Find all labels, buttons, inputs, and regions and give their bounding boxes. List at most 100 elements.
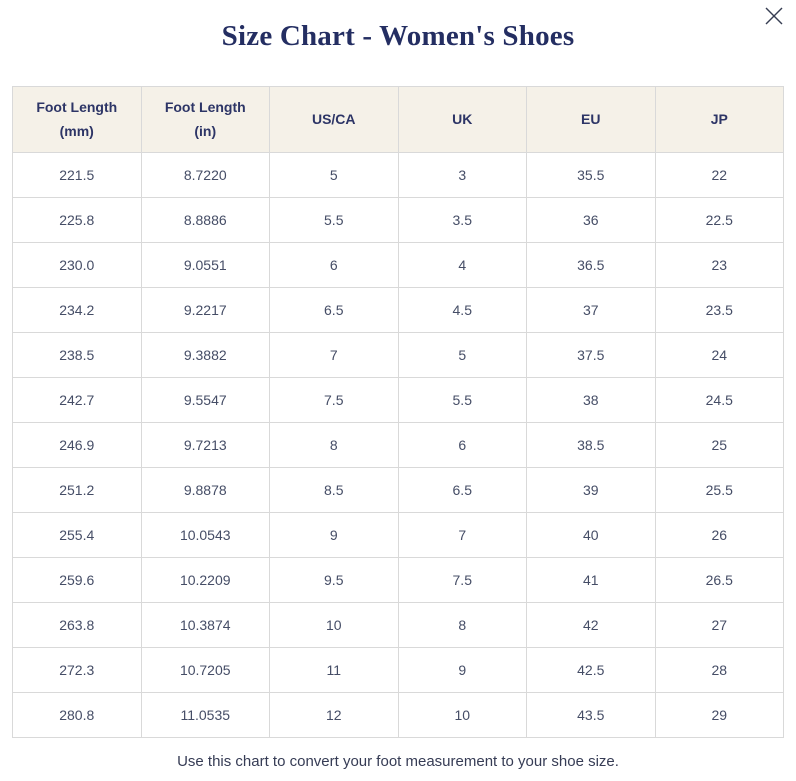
- cell-foot-length-in: 10.7205: [140, 647, 270, 693]
- cell-uk: 7.5: [397, 557, 527, 603]
- cell-foot-length-in: 9.7213: [140, 422, 270, 468]
- table-row: 221.5 8.7220 5 3 35.5 22: [12, 152, 784, 198]
- cell-foot-length-in: 9.0551: [140, 242, 270, 288]
- cell-uk: 8: [397, 602, 527, 648]
- table-row: 255.4 10.0543 9 7 40 26: [12, 512, 784, 558]
- table-row: 272.3 10.7205 11 9 42.5 28: [12, 647, 784, 693]
- cell-foot-length-mm: 238.5: [12, 332, 142, 378]
- cell-uk: 6.5: [397, 467, 527, 513]
- column-header-foot-length-mm: Foot Length (mm): [12, 86, 142, 153]
- cell-us-ca: 6.5: [269, 287, 399, 333]
- cell-uk: 6: [397, 422, 527, 468]
- close-icon: [762, 4, 786, 28]
- cell-jp: 26.5: [654, 557, 784, 603]
- table-row: 259.6 10.2209 9.5 7.5 41 26.5: [12, 557, 784, 603]
- cell-foot-length-mm: 272.3: [12, 647, 142, 693]
- cell-uk: 4.5: [397, 287, 527, 333]
- cell-foot-length-in: 9.2217: [140, 287, 270, 333]
- cell-eu: 38.5: [526, 422, 656, 468]
- cell-us-ca: 5: [269, 152, 399, 198]
- cell-jp: 24.5: [654, 377, 784, 423]
- close-button[interactable]: [760, 2, 788, 30]
- cell-jp: 22: [654, 152, 784, 198]
- size-chart-table: Foot Length (mm) Foot Length (in) US/CA …: [12, 86, 784, 738]
- page-title: Size Chart - Women's Shoes: [221, 20, 575, 52]
- cell-foot-length-mm: 280.8: [12, 692, 142, 738]
- column-header-us-ca: US/CA: [269, 86, 399, 153]
- cell-foot-length-mm: 251.2: [12, 467, 142, 513]
- cell-us-ca: 8.5: [269, 467, 399, 513]
- cell-us-ca: 7.5: [269, 377, 399, 423]
- cell-uk: 10: [397, 692, 527, 738]
- column-header-jp: JP: [654, 86, 784, 153]
- cell-jp: 24: [654, 332, 784, 378]
- cell-jp: 23.5: [654, 287, 784, 333]
- cell-eu: 37: [526, 287, 656, 333]
- column-header-uk: UK: [397, 86, 527, 153]
- cell-eu: 43.5: [526, 692, 656, 738]
- table-row: 280.8 11.0535 12 10 43.5 29: [12, 692, 784, 738]
- cell-uk: 4: [397, 242, 527, 288]
- cell-foot-length-mm: 225.8: [12, 197, 142, 243]
- cell-foot-length-in: 9.8878: [140, 467, 270, 513]
- table-row: 251.2 9.8878 8.5 6.5 39 25.5: [12, 467, 784, 513]
- cell-eu: 36: [526, 197, 656, 243]
- cell-foot-length-mm: 230.0: [12, 242, 142, 288]
- cell-eu: 35.5: [526, 152, 656, 198]
- cell-jp: 25.5: [654, 467, 784, 513]
- table-row: 234.2 9.2217 6.5 4.5 37 23.5: [12, 287, 784, 333]
- table-row: 230.0 9.0551 6 4 36.5 23: [12, 242, 784, 288]
- table-body: 221.5 8.7220 5 3 35.5 22 225.8 8.8886 5.…: [12, 152, 784, 738]
- cell-foot-length-in: 10.3874: [140, 602, 270, 648]
- cell-jp: 26: [654, 512, 784, 558]
- table-row: 242.7 9.5547 7.5 5.5 38 24.5: [12, 377, 784, 423]
- cell-eu: 42: [526, 602, 656, 648]
- cell-foot-length-mm: 246.9: [12, 422, 142, 468]
- cell-foot-length-mm: 255.4: [12, 512, 142, 558]
- cell-foot-length-in: 10.2209: [140, 557, 270, 603]
- column-header-eu: EU: [526, 86, 656, 153]
- cell-foot-length-in: 8.8886: [140, 197, 270, 243]
- cell-jp: 29: [654, 692, 784, 738]
- cell-us-ca: 7: [269, 332, 399, 378]
- table-row: 225.8 8.8886 5.5 3.5 36 22.5: [12, 197, 784, 243]
- footer-note: Use this chart to convert your foot meas…: [177, 753, 619, 770]
- cell-foot-length-in: 8.7220: [140, 152, 270, 198]
- cell-foot-length-mm: 242.7: [12, 377, 142, 423]
- cell-foot-length-mm: 234.2: [12, 287, 142, 333]
- cell-foot-length-mm: 263.8: [12, 602, 142, 648]
- cell-us-ca: 12: [269, 692, 399, 738]
- cell-foot-length-mm: 221.5: [12, 152, 142, 198]
- cell-us-ca: 8: [269, 422, 399, 468]
- cell-foot-length-in: 9.3882: [140, 332, 270, 378]
- table-row: 246.9 9.7213 8 6 38.5 25: [12, 422, 784, 468]
- cell-us-ca: 10: [269, 602, 399, 648]
- cell-eu: 41: [526, 557, 656, 603]
- cell-eu: 36.5: [526, 242, 656, 288]
- cell-jp: 23: [654, 242, 784, 288]
- cell-uk: 3: [397, 152, 527, 198]
- table-header-row: Foot Length (mm) Foot Length (in) US/CA …: [12, 86, 784, 153]
- table-row: 238.5 9.3882 7 5 37.5 24: [12, 332, 784, 378]
- cell-eu: 42.5: [526, 647, 656, 693]
- cell-eu: 38: [526, 377, 656, 423]
- cell-us-ca: 11: [269, 647, 399, 693]
- cell-foot-length-in: 9.5547: [140, 377, 270, 423]
- cell-jp: 28: [654, 647, 784, 693]
- cell-eu: 40: [526, 512, 656, 558]
- cell-foot-length-in: 10.0543: [140, 512, 270, 558]
- cell-uk: 9: [397, 647, 527, 693]
- cell-us-ca: 9: [269, 512, 399, 558]
- cell-uk: 7: [397, 512, 527, 558]
- cell-uk: 5: [397, 332, 527, 378]
- table-row: 263.8 10.3874 10 8 42 27: [12, 602, 784, 648]
- cell-eu: 39: [526, 467, 656, 513]
- cell-us-ca: 5.5: [269, 197, 399, 243]
- cell-us-ca: 6: [269, 242, 399, 288]
- cell-us-ca: 9.5: [269, 557, 399, 603]
- cell-jp: 22.5: [654, 197, 784, 243]
- cell-jp: 27: [654, 602, 784, 648]
- cell-foot-length-mm: 259.6: [12, 557, 142, 603]
- cell-foot-length-in: 11.0535: [140, 692, 270, 738]
